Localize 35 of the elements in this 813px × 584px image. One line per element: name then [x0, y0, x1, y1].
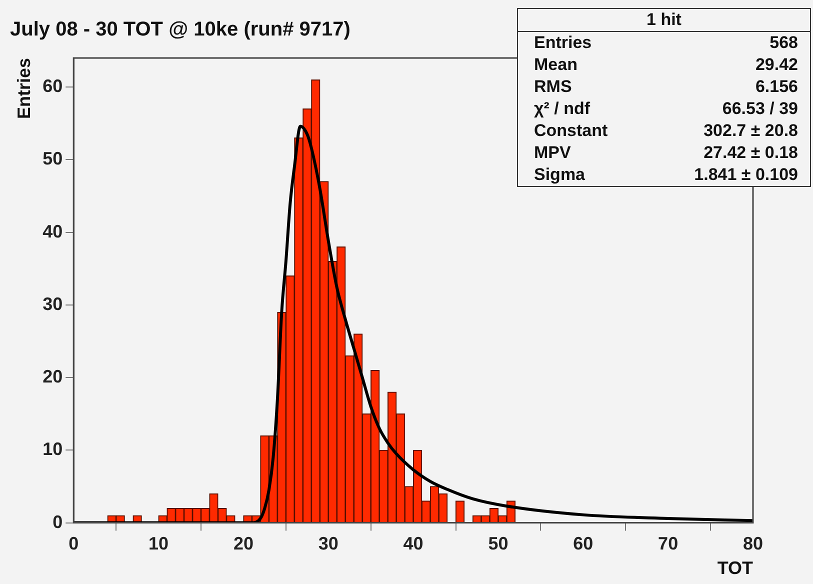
y-tick-label: 40 [42, 221, 63, 242]
text: 29.42 [755, 55, 798, 75]
x-tick-label: 60 [573, 534, 594, 554]
annotation: Sigma [534, 165, 586, 185]
x-tick-label: 50 [488, 534, 508, 554]
annotation: 27.42 ± 0.18 [704, 143, 798, 163]
x-tick-label: 0 [68, 534, 79, 554]
y-axis-title: Entries [14, 58, 34, 120]
x-axis-title: TOT [717, 558, 753, 578]
y-tick-label: 20 [42, 366, 63, 387]
annotation: 1.841 ± 0.109 [694, 165, 798, 185]
chart-title: July 08 - 30 TOT @ 10ke (run# 9717) [10, 18, 350, 41]
y-tick-label: 60 [42, 76, 63, 96]
x-tick-label: 10 [148, 534, 169, 554]
annotation: χ² / ndf [534, 99, 590, 119]
text: Entries [534, 33, 592, 53]
annotation: 302.7 ± 20.8 [704, 121, 798, 141]
x-tick-label: 70 [658, 534, 678, 554]
annotation: 66.53 / 39 [722, 99, 798, 119]
x-tick-label: 40 [403, 534, 424, 554]
text: 6.156 [755, 77, 798, 97]
y-tick-label: 10 [42, 439, 63, 460]
x-tick-label: 30 [318, 534, 338, 554]
y-tick-label: 30 [42, 294, 63, 314]
y-tick-label: 50 [42, 148, 63, 169]
annotation: Mean [534, 55, 578, 75]
annotation: Constant [534, 121, 608, 141]
text: 568 [770, 33, 798, 53]
annotation: RMS [534, 77, 572, 97]
annotation: MPV [534, 143, 571, 163]
x-tick-label: 20 [233, 534, 254, 554]
text: 1 hit [518, 9, 810, 32]
line-series [74, 124, 753, 523]
y-tick-label: 0 [52, 512, 63, 532]
x-tick-label: 80 [742, 534, 764, 554]
